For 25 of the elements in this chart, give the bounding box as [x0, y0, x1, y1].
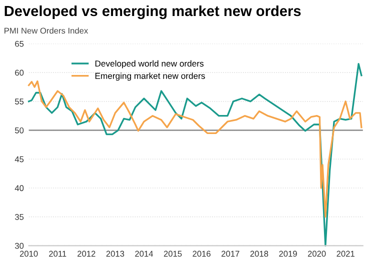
- chart-title: Developed vs emerging market new orders: [4, 5, 301, 20]
- x-tick-label: 2014: [135, 250, 154, 257]
- x-tick-label: 2019: [279, 250, 297, 257]
- x-tick-label: 2016: [192, 250, 211, 257]
- chart-subtitle: PMI New Orders Index: [4, 28, 88, 34]
- y-tick-label: 60: [15, 70, 24, 76]
- line-series: [28, 80, 362, 218]
- y-tick-label: 45: [14, 156, 24, 162]
- y-tick-label: 35: [14, 214, 24, 220]
- y-tick-label: 55: [15, 98, 24, 104]
- y-tick-label: 65: [15, 40, 24, 47]
- y-tick-label: 30: [14, 242, 24, 249]
- x-tick-label: 2013: [106, 250, 124, 257]
- x-tick-label: 2015: [164, 250, 182, 257]
- legend-label: Developed world new orders: [95, 60, 204, 68]
- y-tick-label: 50: [15, 127, 24, 134]
- x-tick-label: 2011: [49, 250, 66, 257]
- x-tick-label: 2012: [78, 250, 96, 257]
- x-tick-label: 2021: [336, 250, 354, 257]
- x-tick-label: 2017: [222, 250, 240, 257]
- y-tick-label: 40: [14, 185, 24, 192]
- x-tick-label: 2020: [308, 250, 326, 257]
- x-tick-label: 2010: [20, 250, 38, 257]
- legend-label: Emerging market new orders: [95, 72, 205, 81]
- x-tick-label: 2018: [250, 250, 268, 257]
